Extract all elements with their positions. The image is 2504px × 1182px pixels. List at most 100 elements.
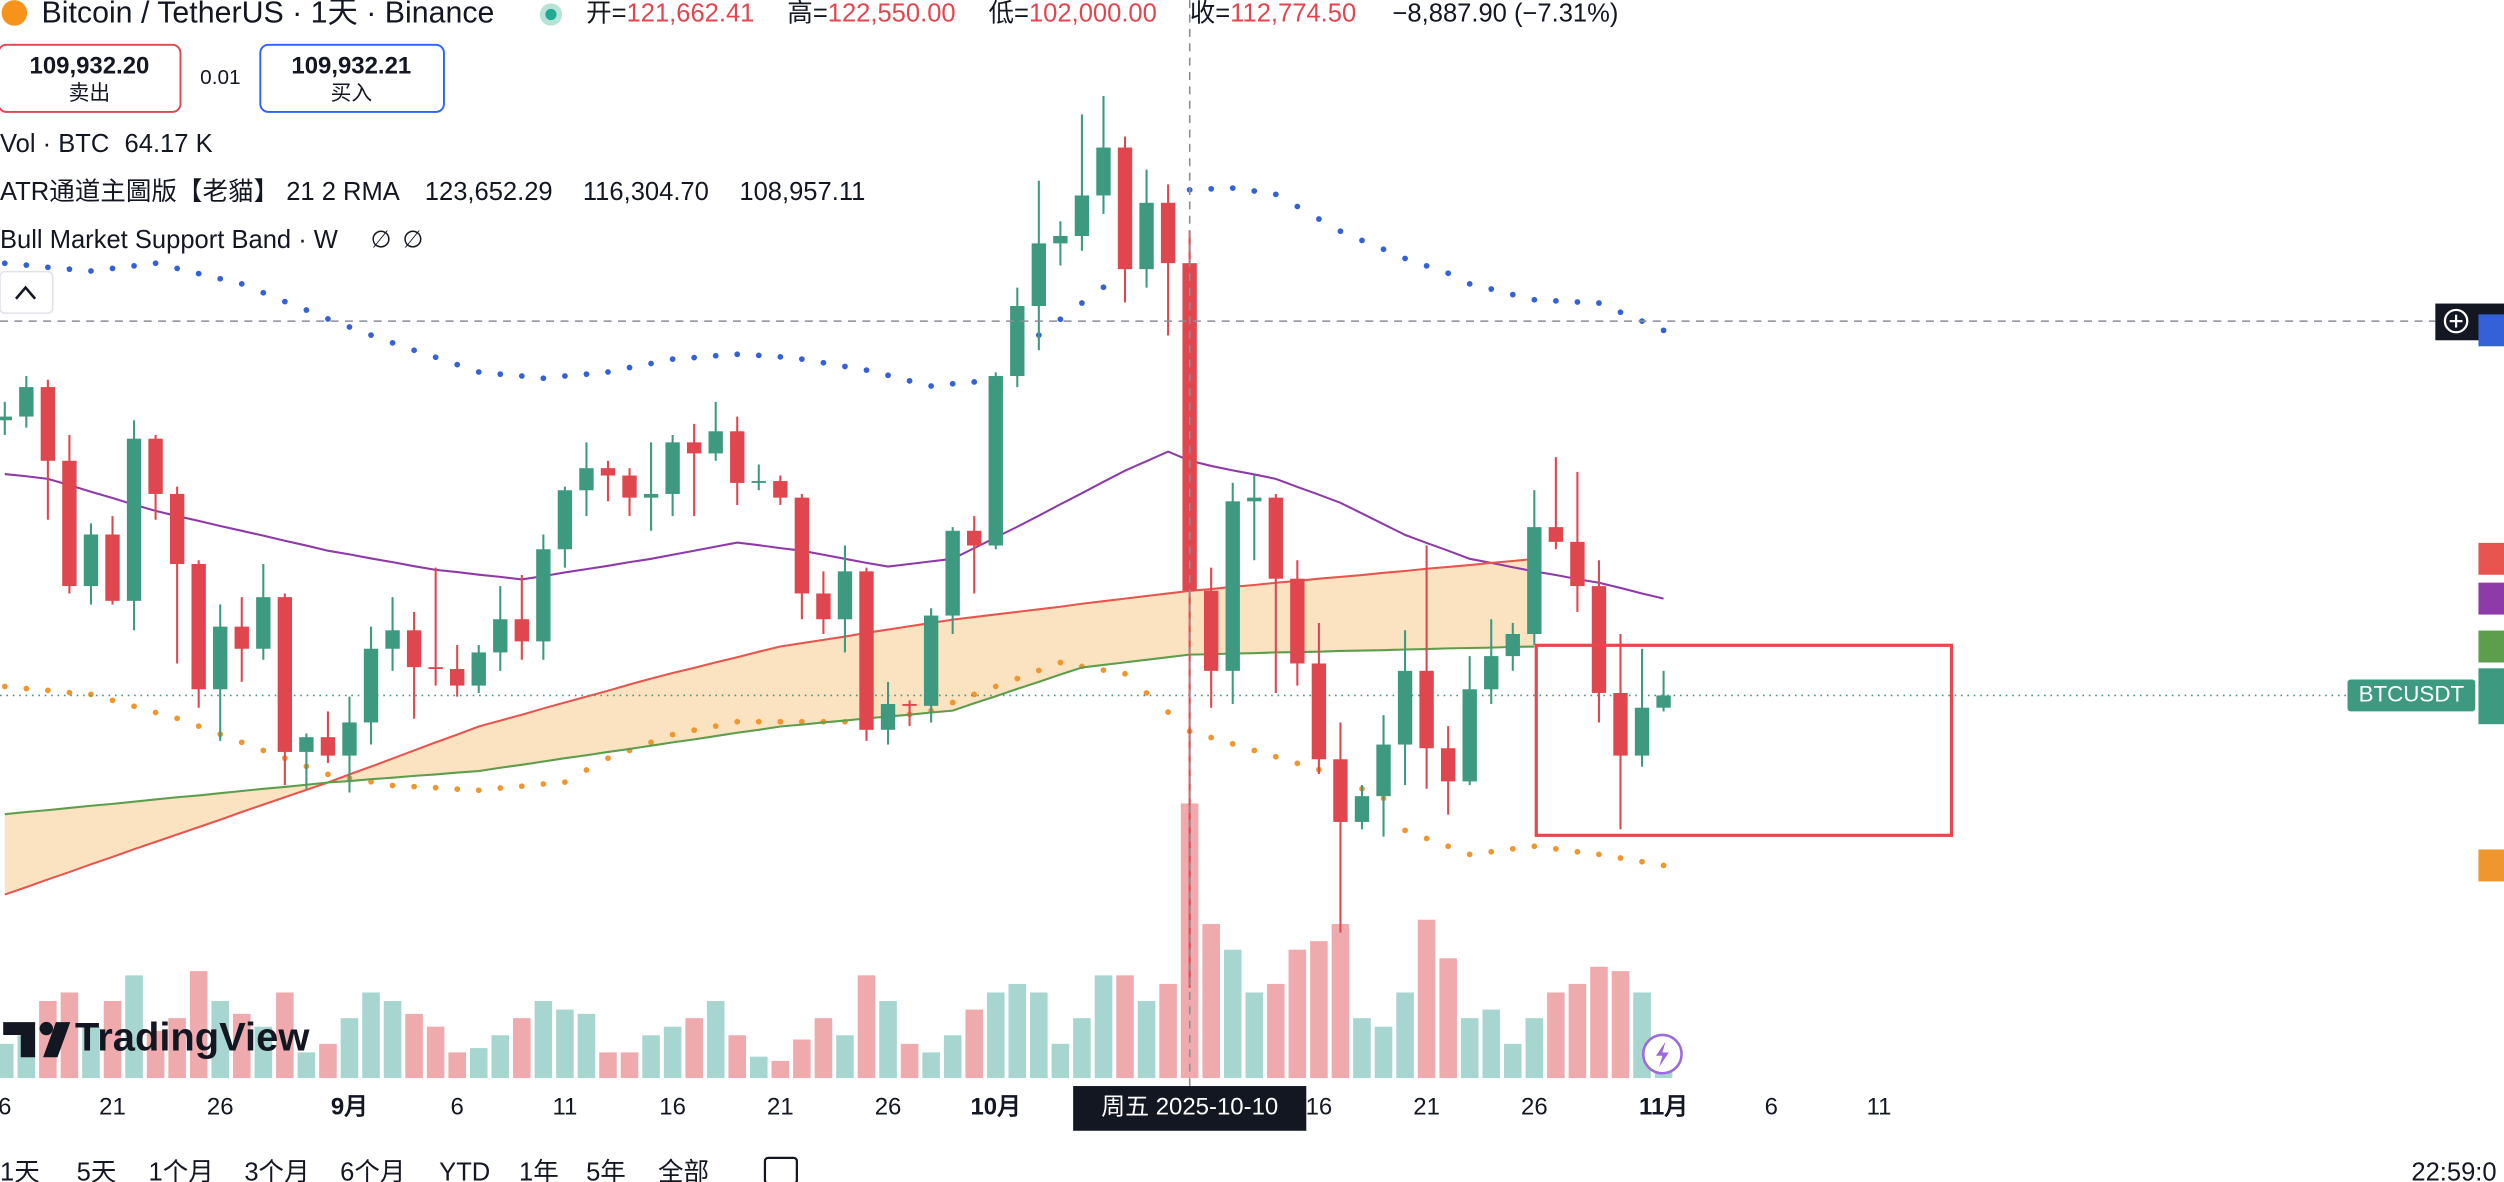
volume-bar (1223, 949, 1242, 1079)
indicator-value: ∅ (402, 227, 423, 254)
indicator-dot (669, 356, 676, 362)
price-scale-tag (2478, 849, 2504, 882)
sell-button[interactable] (0, 43, 182, 113)
volume-bar (1396, 992, 1414, 1079)
volume-bar (1547, 992, 1565, 1079)
volume-bar (125, 975, 143, 1079)
candle-body (1376, 744, 1391, 797)
candle-body (859, 571, 874, 730)
volume-bar (297, 1052, 316, 1079)
indicator-dot (1552, 297, 1559, 304)
x-tick-label: 21 (767, 1094, 794, 1121)
indicator-dot (1143, 690, 1150, 696)
indicator-dot (131, 703, 137, 710)
indicator-dot (540, 375, 547, 382)
volume-bar (965, 1009, 983, 1079)
volume-bar (922, 1052, 940, 1079)
indicator-name: Vol · BTC (0, 130, 109, 158)
indicator-dot (842, 363, 848, 370)
buy-label: 买入 (331, 82, 373, 105)
range-button[interactable]: 3个月 (244, 1159, 309, 1182)
candle-body (514, 619, 530, 642)
candle-body (1182, 263, 1197, 591)
calendar-icon[interactable] (763, 1156, 798, 1182)
band-layer (4, 558, 1535, 895)
volume-bar (1051, 1043, 1070, 1079)
candle-body (773, 481, 788, 498)
volume-bar (1331, 924, 1350, 1079)
candle-body (1591, 586, 1607, 693)
range-button[interactable]: 5天 (77, 1159, 117, 1182)
volume-bar (728, 1035, 747, 1079)
candle-body (1484, 656, 1499, 690)
range-button[interactable]: 1年 (519, 1159, 559, 1182)
indicator-dot (1466, 281, 1473, 287)
candle-body (385, 630, 400, 649)
candle-body (62, 460, 77, 587)
indicator-dot (1165, 709, 1171, 715)
collapse-button[interactable] (0, 270, 54, 314)
low-value: 102,000.00 (1029, 0, 1157, 27)
indicator-dot (1014, 675, 1021, 682)
candle-body (902, 704, 917, 706)
drawing-rectangle[interactable] (1534, 643, 1954, 837)
candle-body (923, 615, 939, 706)
candle-body (988, 376, 1003, 546)
indicator-dot (1402, 255, 1408, 262)
candle-body (1117, 147, 1133, 270)
range-button[interactable]: 全部 (658, 1159, 709, 1182)
volume-bar (943, 1035, 962, 1079)
indicator-dot (260, 747, 267, 754)
ohlc-close: 收=112,774.50 (1190, 0, 1356, 27)
candle-body (126, 438, 142, 601)
range-button[interactable]: 6个月 (340, 1159, 405, 1182)
logo-mark (3, 1022, 36, 1058)
volume-bar (1439, 958, 1457, 1079)
candle-body (880, 704, 896, 730)
candle-body (686, 442, 702, 454)
indicator-value: ∅ (370, 227, 391, 254)
volume-bar (577, 1013, 596, 1079)
range-button[interactable]: 1个月 (149, 1159, 214, 1182)
indicator-dot (777, 718, 784, 725)
volume-bar (814, 1018, 833, 1079)
ohlc-open: 开=121,662.41 (586, 0, 754, 27)
candle-body (83, 534, 99, 587)
candle-body (1247, 497, 1262, 502)
indicator-dot (562, 373, 568, 379)
volume-bar (879, 1001, 897, 1079)
volume-bar (1568, 983, 1587, 1079)
indicator-line (4, 557, 1535, 896)
indicator-dot (1531, 843, 1538, 850)
range-button[interactable]: YTD (439, 1159, 490, 1182)
candle-body (557, 490, 573, 550)
indicator-dot (475, 787, 482, 794)
candle-body (1656, 695, 1671, 708)
range-button[interactable]: 1天 (0, 1159, 40, 1182)
indicator-dot (583, 371, 590, 378)
volume-bar (685, 1018, 703, 1079)
indicator-value: 116,304.70 (583, 178, 709, 206)
indicator-dot (1445, 270, 1452, 277)
indicator-dot (1488, 848, 1495, 855)
volume-bar (663, 1026, 682, 1079)
indicator-dot (389, 782, 396, 789)
range-button[interactable]: 5年 (586, 1159, 626, 1182)
indicator-dot (1229, 740, 1236, 747)
indicator-dot (605, 369, 611, 375)
candle-body (1440, 748, 1456, 782)
candle-body (342, 722, 357, 756)
price-tag: BTCUSDT (2359, 681, 2465, 706)
x-tick-label: 6 (0, 1094, 11, 1121)
indicator-dot (1488, 286, 1495, 292)
indicator-dot (1337, 228, 1344, 235)
candle-body (471, 652, 486, 686)
price-scale-tag (2478, 668, 2504, 725)
buy-button[interactable] (259, 43, 445, 113)
indicator-dot (1057, 659, 1064, 666)
volume-bar (82, 1026, 100, 1079)
indicator-dot (755, 352, 762, 359)
indicator-dot (454, 361, 461, 368)
volume-bar (448, 1052, 466, 1079)
candle-body (450, 669, 465, 686)
